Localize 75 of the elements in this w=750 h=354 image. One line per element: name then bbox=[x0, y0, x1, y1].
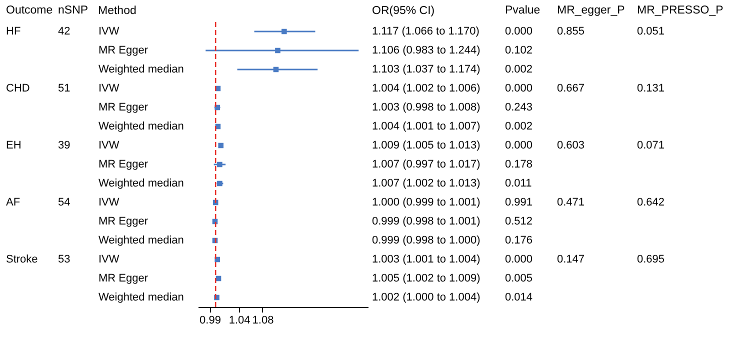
y-tick-label: Weighted median bbox=[98, 292, 184, 304]
text: 0.000 bbox=[505, 26, 533, 38]
y-tick-label: IVW bbox=[98, 82, 120, 94]
data-label: 1.002 (1.000 to 1.004) bbox=[372, 292, 480, 304]
text: 0.855 bbox=[557, 26, 585, 38]
text: 0.147 bbox=[557, 254, 585, 266]
data-label: 1.007 (0.997 to 1.017) bbox=[372, 158, 480, 170]
y-tick-label: Weighted median bbox=[98, 234, 184, 246]
data-label: 1.003 (1.001 to 1.004) bbox=[372, 254, 480, 266]
data-label: 1.003 (0.998 to 1.008) bbox=[372, 102, 480, 114]
y-tick-label: MR Egger bbox=[98, 102, 148, 114]
text: 54 bbox=[58, 196, 70, 208]
text: 0.243 bbox=[505, 102, 533, 114]
text: 42 bbox=[58, 26, 70, 38]
x-tick-label: 0.99 bbox=[200, 314, 221, 326]
text: HF bbox=[6, 26, 21, 38]
text: 0.512 bbox=[505, 216, 533, 228]
data-label: 1.106 (0.983 to 1.244) bbox=[372, 44, 480, 56]
x-tick-label: 1.08 bbox=[252, 314, 274, 326]
text: AF bbox=[6, 196, 20, 208]
x-tick-label: 1.04 bbox=[228, 314, 250, 326]
text: 0.176 bbox=[505, 234, 533, 246]
y-tick-label: Weighted median bbox=[98, 64, 184, 76]
y-axis-title: Method bbox=[98, 5, 136, 17]
text: 0.005 bbox=[505, 272, 533, 284]
text: 0.051 bbox=[637, 26, 665, 38]
text: 0.471 bbox=[557, 196, 585, 208]
y-tick-label: IVW bbox=[98, 254, 120, 266]
y-tick-label: MR Egger bbox=[98, 272, 148, 284]
data-label: 0.999 (0.998 to 1.001) bbox=[372, 216, 480, 228]
y-tick-label: Weighted median bbox=[98, 178, 184, 190]
data-label: 1.007 (1.002 to 1.013) bbox=[372, 178, 480, 190]
text: 53 bbox=[58, 254, 70, 266]
text: 0.014 bbox=[505, 292, 533, 304]
text: MR_egger_P bbox=[557, 4, 626, 16]
y-tick-label: MR Egger bbox=[98, 44, 148, 56]
text: CHD bbox=[6, 82, 30, 94]
text: EH bbox=[6, 140, 22, 152]
text: 0.603 bbox=[557, 140, 585, 152]
text: 0.002 bbox=[505, 120, 533, 132]
text: 0.695 bbox=[637, 254, 665, 266]
text: 0.642 bbox=[637, 196, 665, 208]
text: 0.102 bbox=[505, 44, 533, 56]
data-label: 1.009 (1.005 to 1.013) bbox=[372, 140, 480, 152]
text: Stroke bbox=[6, 254, 38, 266]
text: 0.000 bbox=[505, 254, 533, 266]
text: 0.131 bbox=[637, 82, 665, 94]
text: MR_PRESSO_P bbox=[637, 4, 724, 16]
text: 51 bbox=[58, 82, 70, 94]
text: 39 bbox=[58, 140, 70, 152]
data-label: 1.004 (1.001 to 1.007) bbox=[372, 120, 480, 132]
data-label: 1.005 (1.002 to 1.009) bbox=[372, 272, 480, 284]
text: 0.071 bbox=[637, 140, 665, 152]
y-tick-label: IVW bbox=[98, 140, 120, 152]
y-tick-label: Weighted median bbox=[98, 120, 184, 132]
text: 0.991 bbox=[505, 196, 533, 208]
data-label: 1.004 (1.002 to 1.006) bbox=[372, 82, 480, 94]
text: Pvalue bbox=[505, 4, 540, 16]
data-label: 1.117 (1.066 to 1.170) bbox=[372, 26, 480, 38]
y-tick-label: IVW bbox=[98, 26, 120, 38]
y-tick-label: IVW bbox=[98, 196, 120, 208]
data-label: 0.999 (0.998 to 1.000) bbox=[372, 234, 480, 246]
text: 0.011 bbox=[505, 178, 532, 190]
text: 0.000 bbox=[505, 140, 533, 152]
data-label: 1.000 (0.999 to 1.001) bbox=[372, 196, 480, 208]
text: 0.178 bbox=[505, 158, 533, 170]
text: nSNP bbox=[58, 4, 88, 16]
text: OR(95% CI) bbox=[372, 5, 435, 17]
text: Outcome bbox=[6, 4, 53, 16]
text: 0.667 bbox=[557, 82, 585, 94]
text: 0.002 bbox=[505, 64, 533, 76]
y-tick-label: MR Egger bbox=[98, 158, 148, 170]
y-tick-label: MR Egger bbox=[98, 216, 148, 228]
data-label: 1.103 (1.037 to 1.174) bbox=[372, 64, 480, 76]
text: 0.000 bbox=[505, 82, 533, 94]
